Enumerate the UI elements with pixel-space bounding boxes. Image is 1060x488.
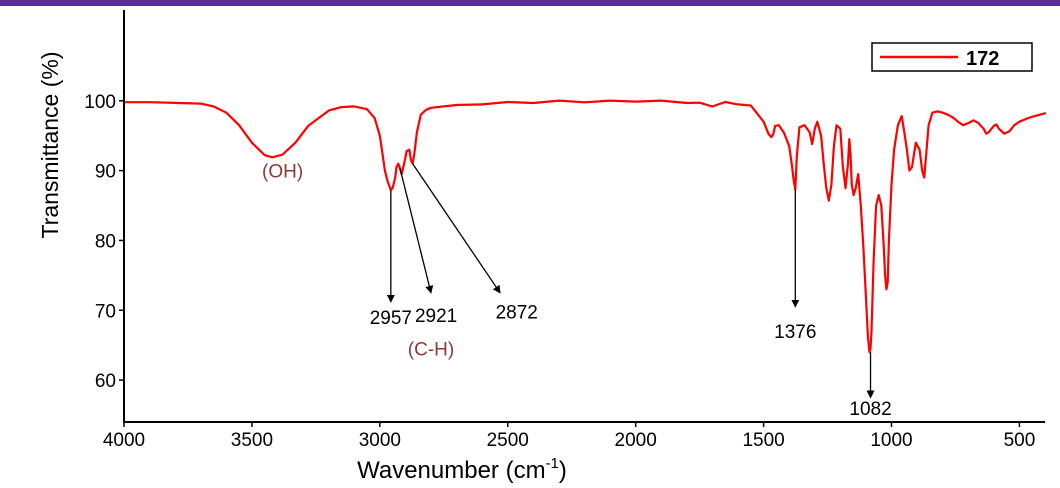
peak-arrow	[412, 163, 501, 294]
x-tick-label: 1000	[870, 430, 912, 451]
top-rule	[0, 0, 1060, 6]
axis-ticks: 4000 3500 3000 2500 2000 1500 1000 500 60 70 80 90 1…	[84, 92, 1035, 451]
y-tick-label: 80	[95, 231, 116, 252]
peak-group-annotation: (OH)	[262, 162, 303, 183]
x-axis-title: Wavenumber (cm-1)	[357, 455, 567, 484]
x-tick-label: 3500	[231, 430, 273, 451]
x-axis-title-close: )	[559, 457, 567, 484]
x-tick-label: 2500	[487, 430, 529, 451]
y-tick-label: 60	[95, 371, 116, 392]
x-axis-title-main: Wavenumber (cm	[357, 457, 545, 484]
x-axis-title-superscript: -1	[546, 455, 559, 472]
series-line-172	[122, 99, 1047, 354]
peak-label: 2921	[415, 306, 457, 327]
x-tick-label: 2000	[615, 430, 657, 451]
legend-label: 172	[966, 48, 999, 70]
y-axis-title: Transmittance (%)	[37, 51, 63, 238]
peak-label-layer: 2957 2921 2872 1376 1082	[370, 163, 892, 420]
peak-label: 1082	[849, 399, 891, 420]
x-tick-label: 1500	[742, 430, 784, 451]
y-tick-label: 100	[84, 92, 116, 113]
x-tick-label: 3000	[359, 430, 401, 451]
peak-label: 2957	[370, 308, 412, 329]
y-tick-label: 70	[95, 301, 116, 322]
annotation-layer: (OH) (C-H)	[262, 162, 454, 361]
peak-group-annotation: (C-H)	[408, 340, 454, 361]
x-tick-label: 500	[1004, 430, 1036, 451]
peak-label: 1376	[774, 322, 816, 343]
series-layer	[122, 99, 1047, 354]
peak-label: 2872	[496, 303, 538, 324]
x-tick-label: 4000	[103, 430, 145, 451]
y-tick-label: 90	[95, 162, 116, 183]
legend: 172	[871, 42, 1033, 72]
peak-arrow	[399, 168, 434, 294]
